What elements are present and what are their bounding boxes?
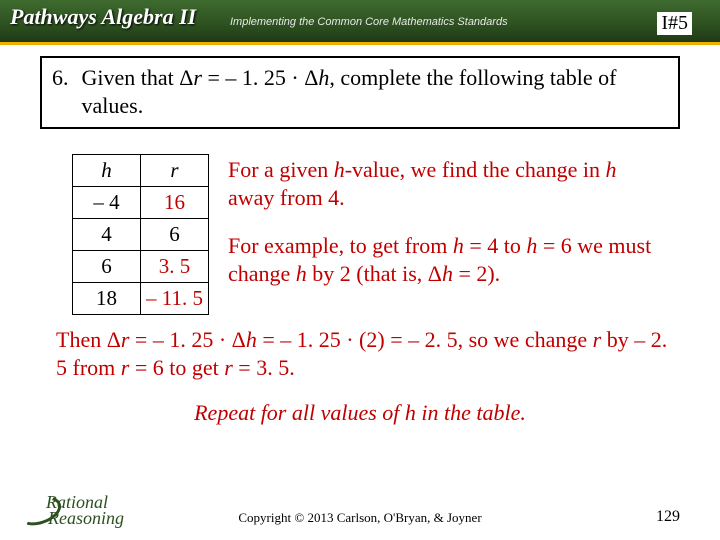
col-r-header: r (141, 155, 209, 187)
table-row: – 416 (73, 187, 209, 219)
problem-prompt: 6. Given that Δr = – 1. 25 · Δh, complet… (40, 56, 680, 129)
slide-id: I#5 (657, 12, 692, 35)
copyright: Copyright © 2013 Carlson, O'Bryan, & Joy… (0, 510, 720, 526)
header-title: Pathways Algebra II (10, 4, 196, 30)
slide: Pathways Algebra II Implementing the Com… (0, 0, 720, 540)
table-row: 46 (73, 219, 209, 251)
explanation-p3: Then Δr = – 1. 25 · Δh = – 1. 25 · (2) =… (56, 326, 676, 381)
explanation-p4: Repeat for all values of h in the table. (0, 400, 720, 426)
table-row: 18– 11. 5 (73, 283, 209, 315)
col-h-header: h (73, 155, 141, 187)
page-number: 129 (656, 508, 680, 526)
explanation-p1: For a given h-value, we find the change … (228, 156, 668, 211)
header-subtitle: Implementing the Common Core Mathematics… (230, 16, 508, 28)
table-row: 63. 5 (73, 251, 209, 283)
cell-r: 6 (141, 219, 209, 251)
cell-h: – 4 (73, 187, 141, 219)
header-underline (0, 42, 720, 45)
header-bar: Pathways Algebra II Implementing the Com… (0, 0, 720, 42)
cell-r: – 11. 5 (141, 283, 209, 315)
cell-r: 16 (141, 187, 209, 219)
problem-text: Given that Δr = – 1. 25 · Δh, complete t… (82, 64, 662, 119)
cell-h: 4 (73, 219, 141, 251)
values-table: h r – 4164663. 518– 11. 5 (72, 154, 209, 315)
cell-h: 18 (73, 283, 141, 315)
problem-number: 6. (52, 64, 76, 92)
cell-h: 6 (73, 251, 141, 283)
table-body: – 4164663. 518– 11. 5 (73, 187, 209, 315)
cell-r: 3. 5 (141, 251, 209, 283)
explanation-p2: For example, to get from h = 4 to h = 6 … (228, 232, 678, 287)
